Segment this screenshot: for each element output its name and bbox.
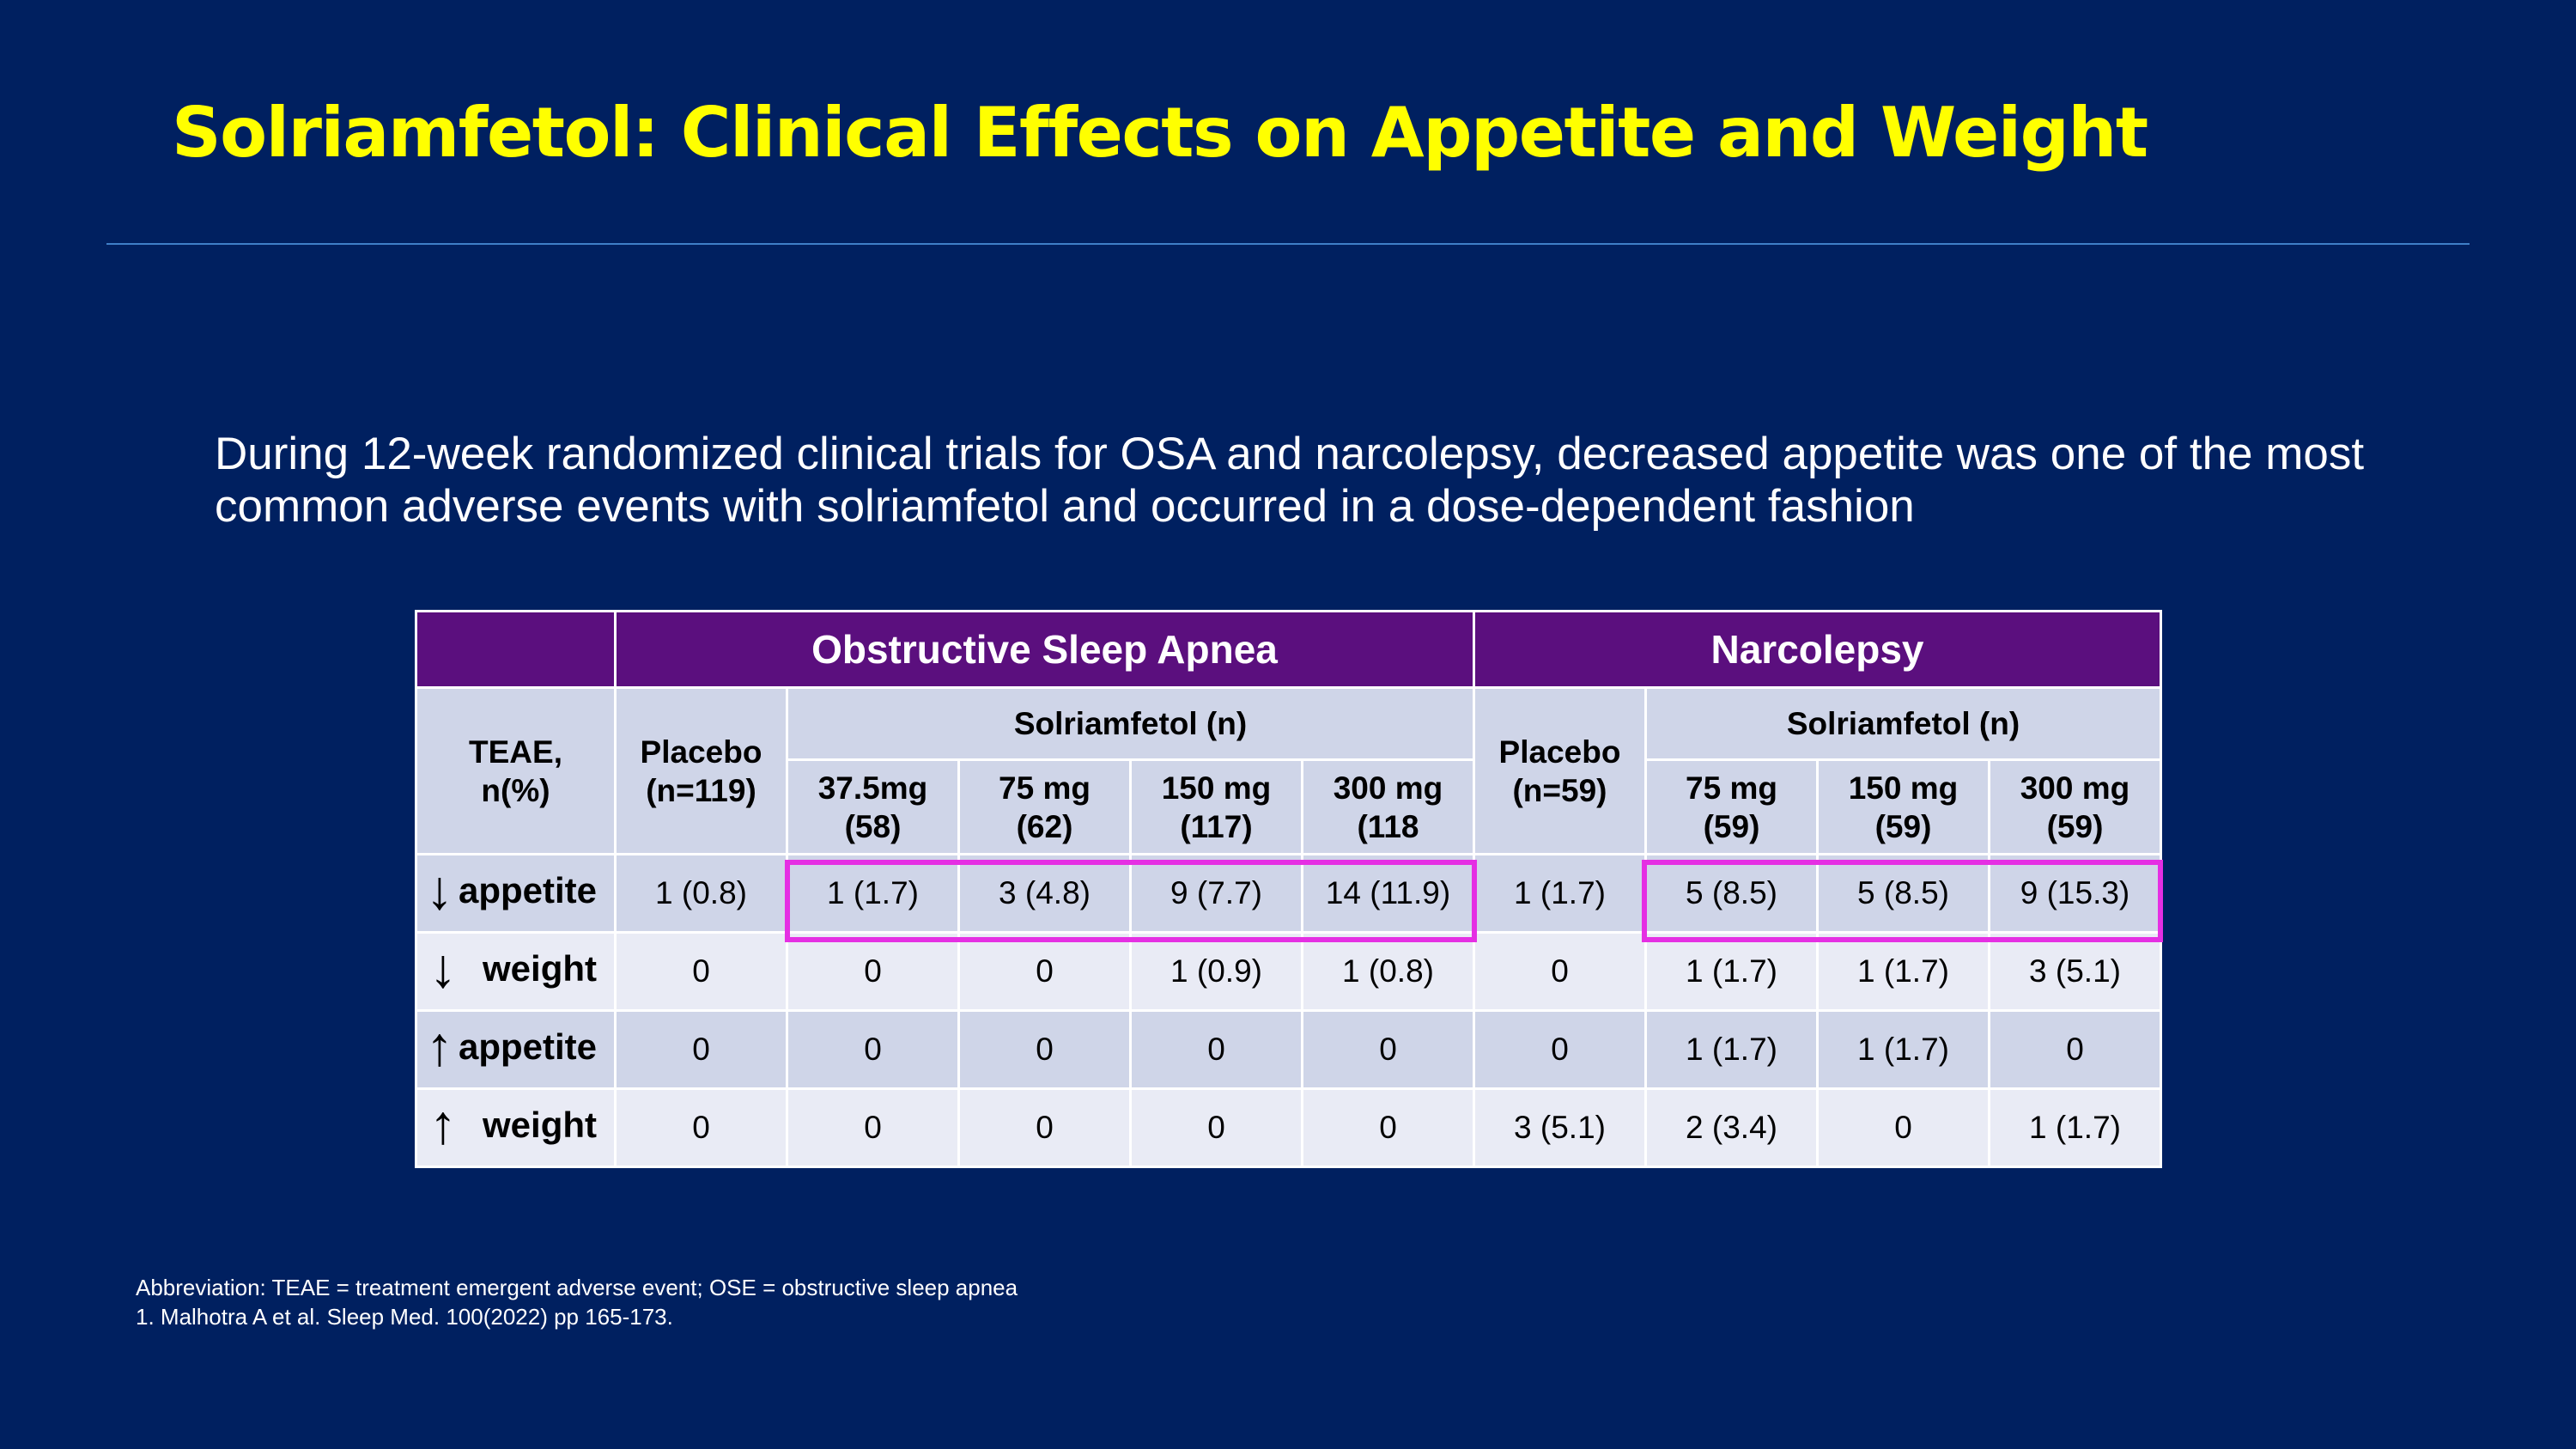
table-cell: 3 (5.1) xyxy=(1988,931,2162,1012)
footnote-reference: 1. Malhotra A et al. Sleep Med. 100(2022… xyxy=(136,1304,673,1330)
table-cell: 0 xyxy=(1129,1009,1303,1090)
osa-dose-150mg: 150 mg (117) xyxy=(1129,758,1303,855)
slide-title: Solriamfetol: Clinical Effects on Appeti… xyxy=(172,93,2148,173)
adverse-events-table: Obstructive Sleep Apnea Narcolepsy TEAE,… xyxy=(415,610,2162,1168)
table-cell: 1 (1.7) xyxy=(1816,1009,1990,1090)
table-cell: 1 (1.7) xyxy=(1988,1087,2162,1168)
table-cell: 0 xyxy=(957,931,1132,1012)
nar-dose-150mg: 150 mg (59) xyxy=(1816,758,1990,855)
table-cell: 0 xyxy=(1301,1009,1475,1090)
intro-text: During 12-week randomized clinical trial… xyxy=(215,429,2365,532)
footnotes: Abbreviation: TEAE = treatment emergent … xyxy=(136,1273,1018,1331)
highlight-narcolepsy-appetite xyxy=(1642,860,2163,942)
table-row-increased-appetite: ↑ appetite 0 0 0 0 0 0 1 (1.7) 1 (1.7) 0 xyxy=(415,1009,2162,1090)
table-cell: 14 (11.9) xyxy=(1301,853,1475,934)
down-arrow-icon: ↓ xyxy=(425,859,453,921)
table-cell: 5 (8.5) xyxy=(1644,853,1819,934)
down-arrow-icon: ↓ xyxy=(429,937,457,999)
title-divider xyxy=(106,243,2470,245)
table-cell: 3 (4.8) xyxy=(957,853,1132,934)
nar-solriamfetol-header: Solriamfetol (n) xyxy=(1644,686,2162,761)
row-label: ↓ weight xyxy=(415,931,617,1012)
table-cell: 9 (15.3) xyxy=(1988,853,2162,934)
teae-header: TEAE, n(%) xyxy=(415,686,617,855)
table-cell: 1 (1.7) xyxy=(1473,853,1647,934)
table-cell: 0 xyxy=(1816,1087,1990,1168)
table-cell: 0 xyxy=(1129,1087,1303,1168)
table-cell: 1 (0.9) xyxy=(1129,931,1303,1012)
table-cell: 0 xyxy=(614,931,788,1012)
footnote-abbreviation: Abbreviation: TEAE = treatment emergent … xyxy=(136,1275,1018,1300)
row-label: ↑ appetite xyxy=(415,1009,617,1090)
table-cell: 0 xyxy=(957,1087,1132,1168)
table-cell: 0 xyxy=(614,1087,788,1168)
table-cell: 0 xyxy=(1473,931,1647,1012)
table-cell: 0 xyxy=(786,1009,960,1090)
table-cell: 1 (1.7) xyxy=(786,853,960,934)
header-osa: Obstructive Sleep Apnea xyxy=(614,610,1475,689)
table-cell: 9 (7.7) xyxy=(1129,853,1303,934)
table-cell: 0 xyxy=(1988,1009,2162,1090)
row-label: ↓ appetite xyxy=(415,853,617,934)
nar-dose-300mg: 300 mg (59) xyxy=(1988,758,2162,855)
table-cell: 2 (3.4) xyxy=(1644,1087,1819,1168)
osa-dose-300mg: 300 mg (118 xyxy=(1301,758,1475,855)
table-cell: 0 xyxy=(1473,1009,1647,1090)
nar-dose-75mg: 75 mg (59) xyxy=(1644,758,1819,855)
table-cell: 0 xyxy=(614,1009,788,1090)
table-cell: 0 xyxy=(1301,1087,1475,1168)
table-cell: 1 (1.7) xyxy=(1644,931,1819,1012)
osa-placebo-header: Placebo (n=119) xyxy=(614,686,788,855)
up-arrow-icon: ↑ xyxy=(429,1093,457,1155)
table-cell: 0 xyxy=(786,931,960,1012)
table-cell: 1 (1.7) xyxy=(1644,1009,1819,1090)
table-cell: 1 (1.7) xyxy=(1816,931,1990,1012)
up-arrow-icon: ↑ xyxy=(425,1015,453,1077)
table-row-decreased-appetite: ↓ appetite 1 (0.8) 1 (1.7) 3 (4.8) 9 (7.7… xyxy=(415,853,2162,934)
table-cell: 0 xyxy=(786,1087,960,1168)
header-narcolepsy: Narcolepsy xyxy=(1473,610,2162,689)
table-cell: 0 xyxy=(957,1009,1132,1090)
table-cell: 1 (0.8) xyxy=(1301,931,1475,1012)
osa-dose-37-5mg: 37.5mg (58) xyxy=(786,758,960,855)
header-blank xyxy=(415,610,617,689)
osa-solriamfetol-header: Solriamfetol (n) xyxy=(786,686,1475,761)
table-cell: 1 (0.8) xyxy=(614,853,788,934)
osa-dose-75mg: 75 mg (62) xyxy=(957,758,1132,855)
row-label: ↑ weight xyxy=(415,1087,617,1168)
table-cell: 5 (8.5) xyxy=(1816,853,1990,934)
highlight-osa-appetite xyxy=(785,860,1477,942)
table-row-increased-weight: ↑ weight 0 0 0 0 0 3 (5.1) 2 (3.4) 0 1 (1… xyxy=(415,1087,2162,1168)
nar-placebo-header: Placebo (n=59) xyxy=(1473,686,1647,855)
table-row-decreased-weight: ↓ weight 0 0 0 1 (0.9) 1 (0.8) 0 1 (1.7) … xyxy=(415,931,2162,1012)
table-cell: 3 (5.1) xyxy=(1473,1087,1647,1168)
